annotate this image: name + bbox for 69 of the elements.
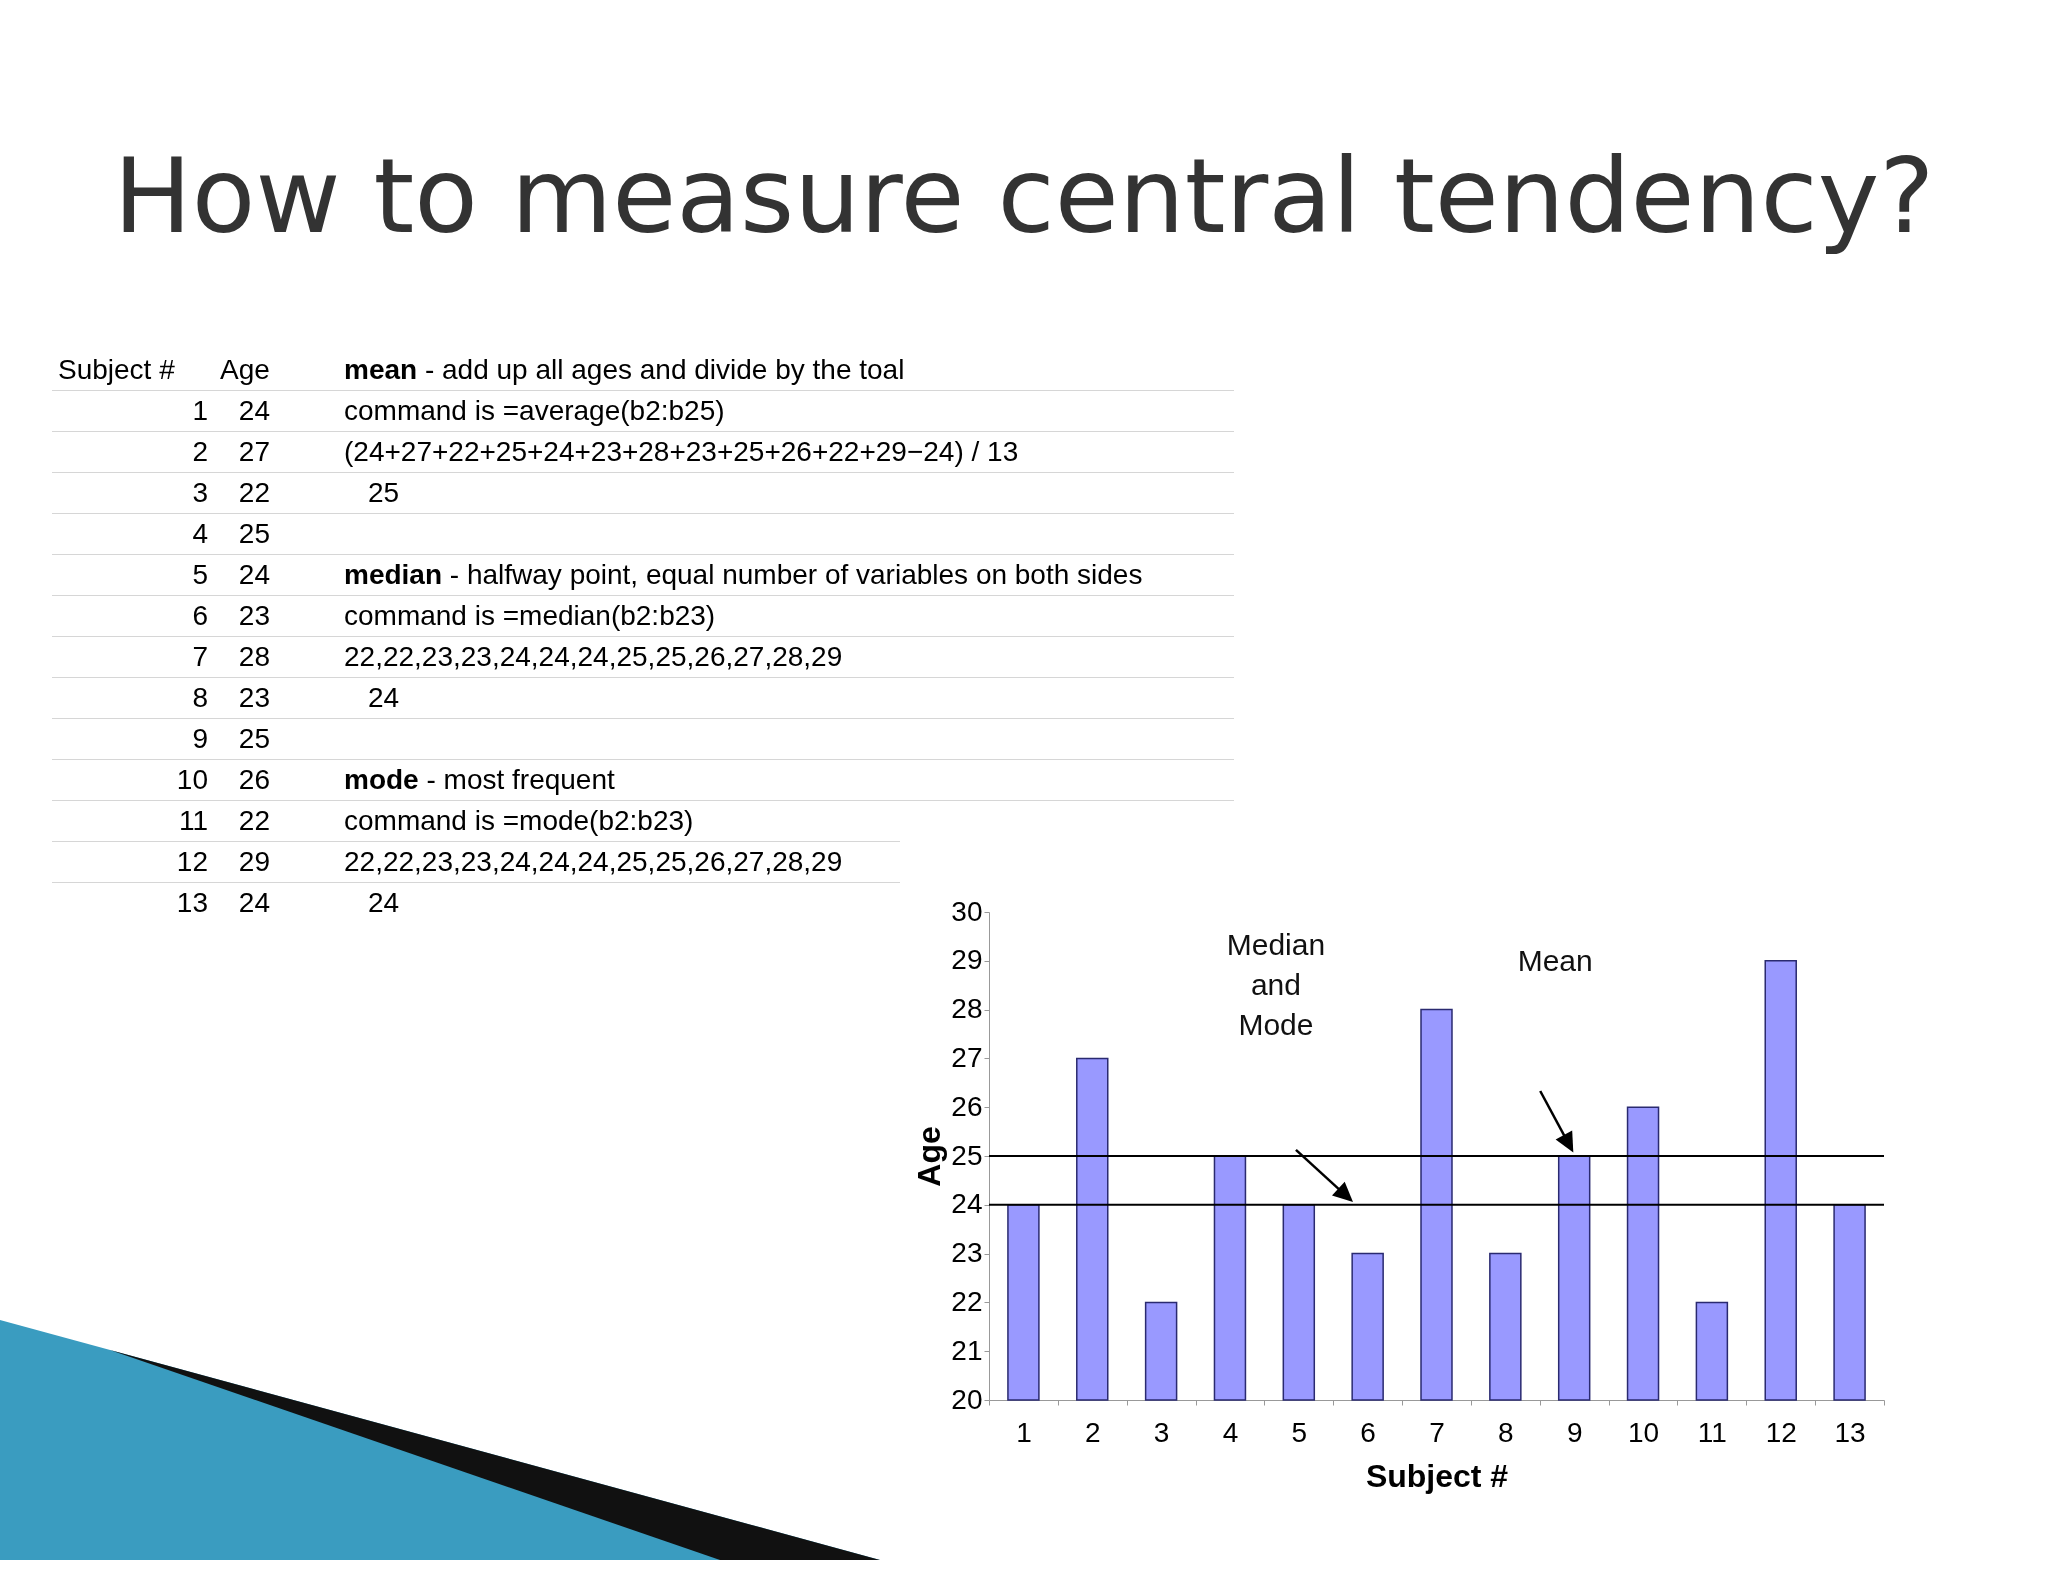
text: command is =mode(b2:b23) xyxy=(338,800,1234,842)
category-label: 11 xyxy=(178,805,208,836)
y-tick-label: 24 xyxy=(951,1188,983,1220)
text: 22,22,23,23,24,24,24,25,25,26,27,28,29 xyxy=(338,841,1234,883)
y-tick-label: 21 xyxy=(951,1334,983,1366)
y-tick-label: 26 xyxy=(951,1090,983,1122)
text: mode - most frequent xyxy=(338,759,1234,801)
y-tick-label: 22 xyxy=(951,1285,983,1317)
annotation: Median and Mode xyxy=(1226,927,1326,1041)
category-label: 10 xyxy=(176,764,208,795)
x-tick-label: 13 xyxy=(1834,1416,1866,1448)
x-tick-label: 2 xyxy=(1084,1416,1101,1448)
text: 24 xyxy=(237,886,271,920)
x-tick-label: 8 xyxy=(1498,1416,1514,1448)
chart-title: How to measure central tendency? xyxy=(112,135,1936,257)
x-tick-label: 5 xyxy=(1291,1416,1308,1448)
x-tick-label: 6 xyxy=(1360,1416,1376,1448)
y-tick-label: 28 xyxy=(951,993,983,1025)
text: Age xyxy=(220,354,270,385)
y-axis-title: Age xyxy=(911,1126,948,1187)
text: 29 xyxy=(214,841,276,883)
text: mean - add up all ages and divide by the toal xyxy=(338,350,1234,391)
text: 24 xyxy=(368,887,400,918)
text: 22,22,23,23,24,24,24,25,25,26,27,28,29 xyxy=(338,636,1234,678)
text: command is =median(b2:b23) xyxy=(338,595,1234,637)
category-label: 7 xyxy=(192,641,208,672)
text: 24 xyxy=(214,554,276,596)
x-tick-label: 7 xyxy=(1429,1416,1445,1448)
x-tick-label: 12 xyxy=(1765,1416,1797,1448)
text: 24 xyxy=(338,677,1234,719)
text: median - halfway point, equal number of variables on both sides xyxy=(338,554,1234,596)
text: 22 xyxy=(214,800,276,842)
text: 25 xyxy=(214,513,276,555)
text: 26 xyxy=(214,759,276,801)
text: Subject # xyxy=(58,354,175,385)
x-axis-title: Subject # xyxy=(1365,1457,1509,1494)
category-label: 3 xyxy=(192,477,208,508)
text: 28 xyxy=(214,636,276,678)
text: 23 xyxy=(214,677,276,719)
category-label: 13 xyxy=(176,887,208,918)
y-tick-label: 27 xyxy=(951,1041,983,1073)
text: 27 xyxy=(214,431,276,473)
category-label: 6 xyxy=(192,600,208,631)
category-label: 8 xyxy=(192,682,208,713)
text: 24 xyxy=(214,390,276,432)
text: 22 xyxy=(214,472,276,514)
text: (24+27+22+25+24+23+28+23+25+26+22+29−24) / 13 xyxy=(338,431,1234,473)
text: command is =average(b2:b25) xyxy=(338,390,1234,432)
text: 25 xyxy=(214,718,276,760)
category-label: 12 xyxy=(176,846,208,877)
category-label: 5 xyxy=(192,559,208,590)
y-tick-label: 20 xyxy=(951,1383,983,1415)
annotation: Mean xyxy=(1517,944,1593,977)
y-tick-label: 30 xyxy=(951,895,983,927)
x-tick-label: 10 xyxy=(1627,1416,1660,1448)
y-tick-label: 25 xyxy=(951,1139,983,1171)
category-label: 1 xyxy=(192,395,208,426)
category-label: 9 xyxy=(192,723,208,754)
x-tick-label: 9 xyxy=(1566,1416,1583,1448)
y-tick-label: 23 xyxy=(951,1237,983,1269)
x-tick-label: 11 xyxy=(1697,1416,1727,1448)
y-tick-label: 29 xyxy=(951,944,983,976)
text: 25 xyxy=(338,472,1234,514)
x-tick-label: 1 xyxy=(1016,1416,1032,1448)
x-tick-label: 4 xyxy=(1222,1416,1239,1448)
text: 23 xyxy=(214,595,276,637)
category-label: 2 xyxy=(192,436,208,467)
category-label: 4 xyxy=(192,518,208,549)
x-tick-label: 3 xyxy=(1153,1416,1170,1448)
